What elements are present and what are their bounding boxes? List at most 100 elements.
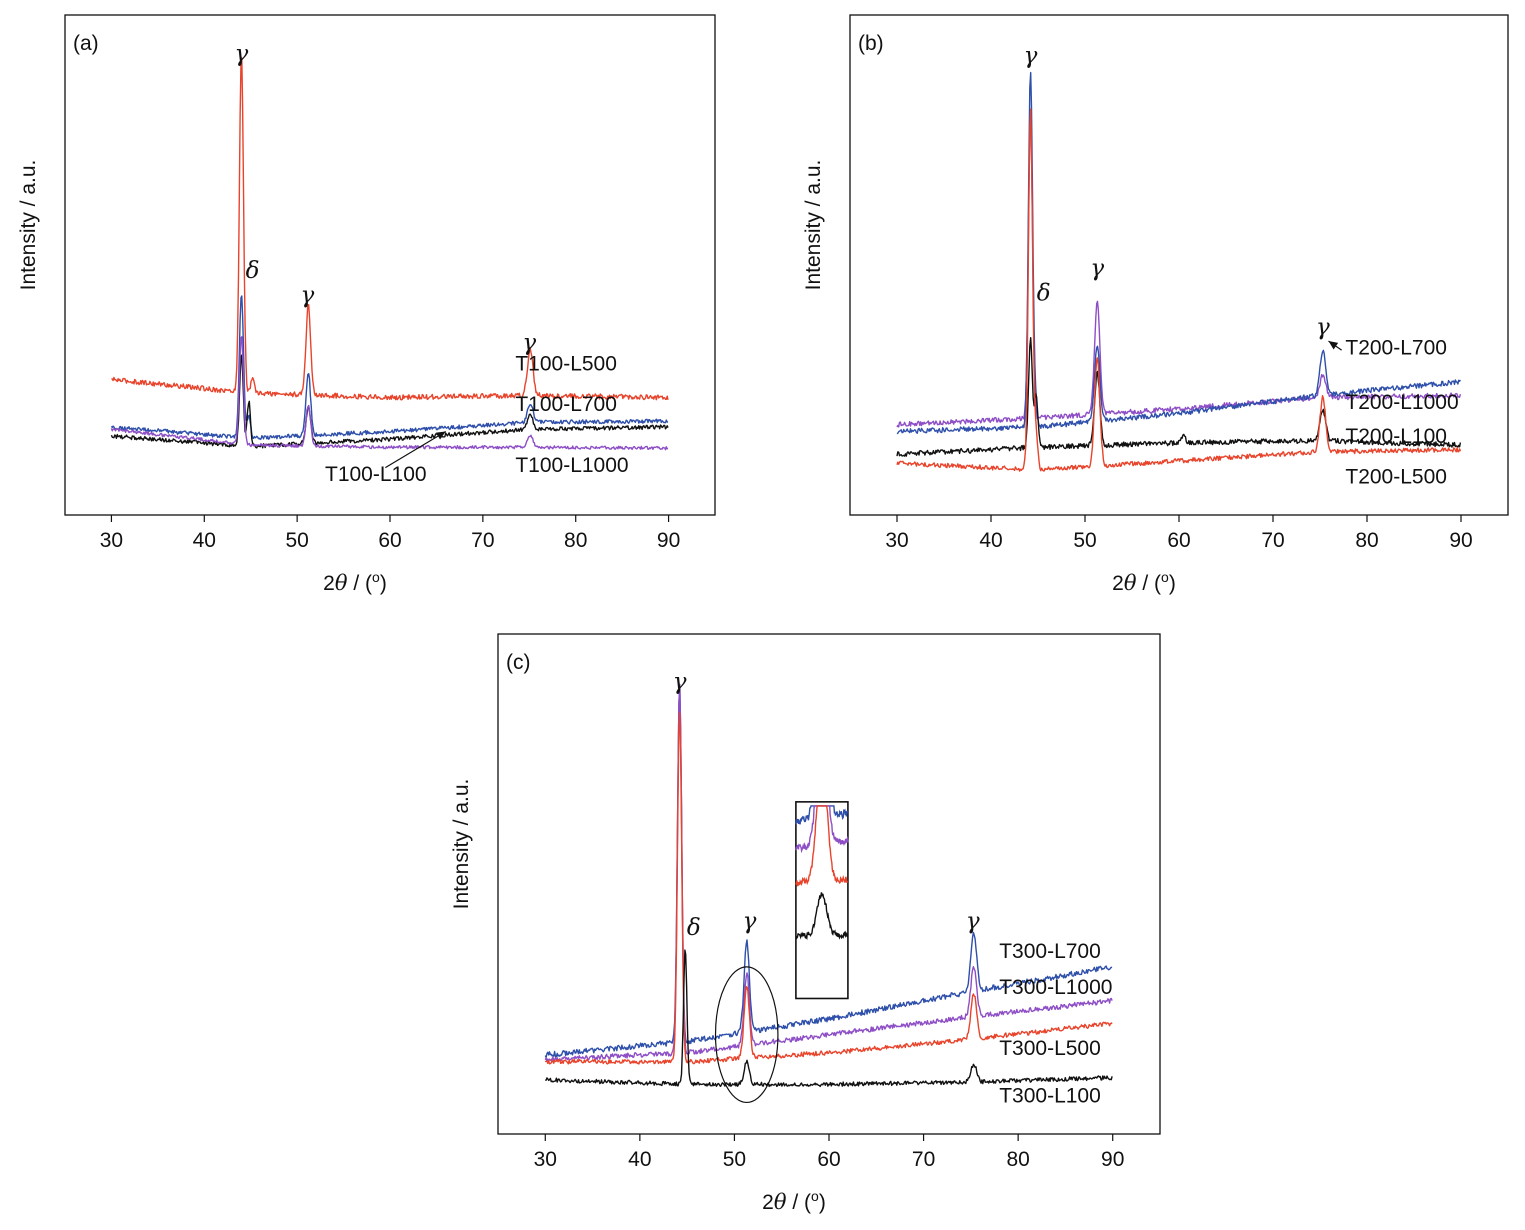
series-line-t100-l500 <box>111 57 669 401</box>
x-label-deg: o <box>811 1188 819 1204</box>
x-tick-label: 60 <box>817 1148 840 1171</box>
x-label-prefix: 2 <box>1112 572 1124 595</box>
x-label-deg: o <box>372 569 380 585</box>
series-line-t100-l1000 <box>110 336 669 451</box>
panel-label-c: (c) <box>506 651 531 674</box>
x-tick-label: 80 <box>1355 529 1378 552</box>
series-line-t200-l700 <box>896 71 1461 435</box>
x-tick-label: 30 <box>100 529 123 552</box>
panel-c: (c) Intensity / a.u. 2θ / (o) 30 40 50 60 70… <box>450 633 1161 1214</box>
x-label-theta: θ <box>774 1190 787 1214</box>
x-label-suffix: / ( <box>1137 572 1162 595</box>
x-label-theta: θ <box>1124 571 1137 595</box>
x-tick-label: 50 <box>285 529 308 552</box>
series-group-a <box>110 57 669 451</box>
x-axis-label-a: 2θ / (o) <box>323 569 387 595</box>
gamma-peak-label: γ <box>522 330 536 356</box>
series-line-t300-l700 <box>544 684 1113 1059</box>
inset-line-t300-l500 <box>795 805 849 887</box>
arrow-head <box>1328 341 1339 350</box>
series-line-t300-l1000 <box>544 683 1113 1062</box>
panel-b: (b) Intensity / a.u. 2θ / (o) 30 40 50 60 70… <box>802 14 1509 595</box>
x-ticks-b: 30 40 50 60 70 80 90 <box>885 515 1473 552</box>
series-label-t100-l1000: T100-L1000 <box>515 454 628 477</box>
x-tick-label: 50 <box>723 1148 746 1171</box>
series-label-t100-l500: T100-L500 <box>515 352 617 375</box>
gamma-peak-label: γ <box>673 669 687 695</box>
series-line-t200-l1000 <box>896 116 1462 428</box>
series-line-t200-l100 <box>896 337 1462 457</box>
series-label-t200-l500: T200-L500 <box>1345 465 1447 488</box>
series-line-t100-l100 <box>110 354 669 449</box>
annotations-b: γ δ γ γ T200-L700 T200-L1000 T200-L100 T200-L50… <box>1024 43 1459 488</box>
arrow-head <box>435 431 446 440</box>
x-tick-label: 70 <box>471 529 494 552</box>
series-label-t200-l700: T200-L700 <box>1345 337 1447 360</box>
highlight-ellipse <box>714 966 779 1104</box>
series-label-t300-l700: T300-L700 <box>999 940 1101 963</box>
gamma-peak-label: γ <box>1024 43 1038 69</box>
x-ticks-a: 30 40 50 60 70 80 90 <box>100 515 680 552</box>
inset-line-t300-l100 <box>795 892 849 941</box>
series-label-t100-l700: T100-L700 <box>515 393 617 416</box>
x-tick-label: 40 <box>193 529 216 552</box>
x-label-prefix: 2 <box>762 1191 774 1214</box>
x-label-theta: θ <box>335 571 348 595</box>
x-tick-label: 80 <box>1006 1148 1029 1171</box>
series-label-t200-l100: T200-L100 <box>1345 425 1447 448</box>
delta-peak-label: δ <box>687 915 701 941</box>
x-tick-label: 60 <box>378 529 401 552</box>
x-label-suffix: / ( <box>787 1191 812 1214</box>
series-group-c <box>544 683 1113 1088</box>
x-tick-label: 90 <box>1449 529 1472 552</box>
x-tick-label: 30 <box>885 529 908 552</box>
panel-label-a: (a) <box>73 32 99 55</box>
x-tick-label: 40 <box>628 1148 651 1171</box>
x-tick-label: 80 <box>564 529 587 552</box>
x-axis-label-c: 2θ / (o) <box>762 1188 826 1214</box>
gamma-peak-label: γ <box>1316 314 1330 340</box>
label-pointer-arrow <box>385 430 447 469</box>
gamma-peak-label: γ <box>235 41 249 67</box>
delta-peak-label: δ <box>1037 280 1051 306</box>
y-axis-label-a: Intensity / a.u. <box>17 160 40 291</box>
series-line-t300-l500 <box>544 711 1113 1065</box>
x-tick-label: 70 <box>912 1148 935 1171</box>
x-tick-label: 40 <box>979 529 1002 552</box>
x-label-close: ) <box>1169 572 1176 595</box>
x-tick-label: 90 <box>657 529 680 552</box>
x-axis-label-b: 2θ / (o) <box>1112 569 1176 595</box>
x-label-close: ) <box>380 572 387 595</box>
x-label-suffix: / ( <box>348 572 373 595</box>
series-label-t300-l500: T300-L500 <box>999 1037 1101 1060</box>
gamma-peak-label: γ <box>743 908 757 934</box>
annotations-c: γ δ γ γ T300-L700 T300-L1000 T300-L500 T300-L10… <box>673 669 1113 1108</box>
y-axis-label-c: Intensity / a.u. <box>450 779 473 910</box>
x-tick-label: 30 <box>534 1148 557 1171</box>
series-label-t200-l1000: T200-L1000 <box>1345 391 1458 414</box>
x-label-deg: o <box>1161 569 1169 585</box>
gamma-peak-label: γ <box>1090 256 1104 282</box>
x-label-prefix: 2 <box>323 572 335 595</box>
delta-peak-label: δ <box>246 258 260 284</box>
panel-label-b: (b) <box>858 32 884 55</box>
zoom-inset-frame <box>795 801 849 1000</box>
x-tick-label: 60 <box>1167 529 1190 552</box>
series-label-t300-l1000: T300-L1000 <box>999 976 1112 999</box>
y-axis-label-b: Intensity / a.u. <box>802 160 825 291</box>
series-line-t300-l100 <box>544 949 1113 1088</box>
gamma-peak-label: γ <box>966 908 980 934</box>
x-tick-label: 70 <box>1261 529 1284 552</box>
series-label-t300-l100: T300-L100 <box>999 1084 1101 1107</box>
x-label-close: ) <box>819 1191 826 1214</box>
x-tick-label: 90 <box>1101 1148 1124 1171</box>
series-line-t200-l500 <box>896 108 1462 472</box>
gamma-peak-label: γ <box>300 283 314 309</box>
series-line-t100-l700 <box>110 295 669 441</box>
series-label-t100-l100: T100-L100 <box>325 463 427 486</box>
series-group-b <box>896 71 1462 472</box>
panel-a: (a) Intensity / a.u. 2θ / (o) 30 40 50 60 70… <box>17 14 716 595</box>
x-tick-label: 50 <box>1073 529 1096 552</box>
